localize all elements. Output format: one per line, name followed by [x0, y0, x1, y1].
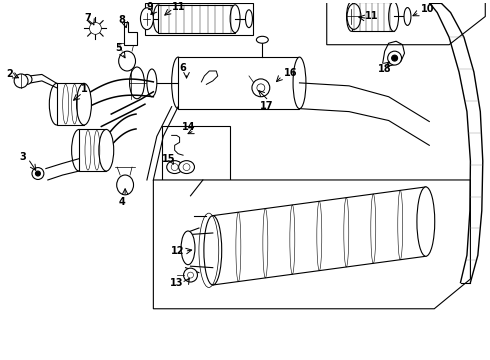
Ellipse shape [388, 51, 401, 65]
Text: 12: 12 [171, 246, 184, 256]
Ellipse shape [142, 10, 148, 28]
Ellipse shape [76, 84, 92, 125]
Ellipse shape [417, 187, 435, 256]
Polygon shape [123, 22, 138, 45]
Ellipse shape [184, 268, 197, 282]
Ellipse shape [49, 84, 64, 125]
Ellipse shape [179, 161, 195, 174]
Ellipse shape [256, 36, 269, 43]
Text: 17: 17 [260, 101, 273, 111]
Bar [158, 5, 235, 33]
Ellipse shape [14, 74, 28, 88]
Bar [79, 130, 106, 171]
Ellipse shape [172, 57, 185, 109]
Ellipse shape [90, 22, 101, 34]
Ellipse shape [293, 57, 306, 109]
Ellipse shape [167, 161, 183, 174]
Ellipse shape [389, 2, 398, 31]
Text: 18: 18 [378, 64, 392, 75]
Ellipse shape [188, 272, 194, 278]
Text: 11: 11 [172, 1, 185, 12]
Ellipse shape [257, 84, 265, 92]
Ellipse shape [119, 51, 136, 71]
Ellipse shape [153, 5, 163, 33]
Ellipse shape [141, 8, 153, 30]
Text: 8: 8 [119, 15, 125, 25]
Ellipse shape [129, 67, 145, 99]
Ellipse shape [183, 164, 190, 171]
Text: 10: 10 [421, 4, 434, 14]
Text: 2: 2 [6, 69, 13, 80]
Polygon shape [153, 180, 470, 309]
Ellipse shape [22, 75, 32, 84]
Polygon shape [327, 0, 485, 45]
Text: 6: 6 [180, 63, 186, 73]
Ellipse shape [147, 69, 157, 97]
Polygon shape [192, 71, 281, 103]
Text: 15: 15 [162, 154, 175, 164]
Bar [351, 2, 393, 31]
Text: 14: 14 [182, 122, 195, 132]
Text: 3: 3 [20, 152, 26, 162]
Text: 13: 13 [170, 278, 183, 288]
Ellipse shape [346, 2, 356, 31]
Text: 7: 7 [84, 13, 91, 23]
Ellipse shape [32, 168, 44, 180]
Text: 9: 9 [147, 1, 154, 12]
Ellipse shape [35, 171, 40, 176]
Ellipse shape [404, 8, 411, 26]
Text: 1: 1 [80, 84, 87, 94]
Text: 4: 4 [119, 197, 125, 207]
Bar [162, 126, 230, 180]
Text: 11: 11 [365, 12, 378, 22]
Ellipse shape [230, 5, 240, 33]
Ellipse shape [204, 216, 221, 285]
Ellipse shape [347, 4, 361, 30]
Ellipse shape [171, 164, 178, 171]
Bar [145, 3, 253, 35]
Text: 5: 5 [115, 43, 122, 53]
Ellipse shape [117, 175, 134, 195]
Ellipse shape [181, 231, 195, 265]
Bar [178, 57, 299, 109]
Ellipse shape [392, 55, 397, 61]
Text: 16: 16 [284, 68, 297, 78]
Ellipse shape [72, 130, 86, 171]
Ellipse shape [252, 79, 270, 97]
Bar [57, 84, 84, 125]
Ellipse shape [99, 130, 114, 171]
Ellipse shape [245, 10, 252, 28]
Ellipse shape [126, 35, 135, 43]
